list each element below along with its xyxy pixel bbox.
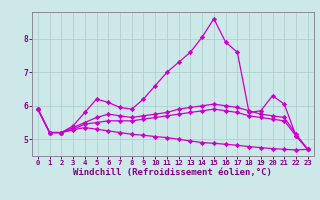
X-axis label: Windchill (Refroidissement éolien,°C): Windchill (Refroidissement éolien,°C) bbox=[73, 168, 272, 177]
